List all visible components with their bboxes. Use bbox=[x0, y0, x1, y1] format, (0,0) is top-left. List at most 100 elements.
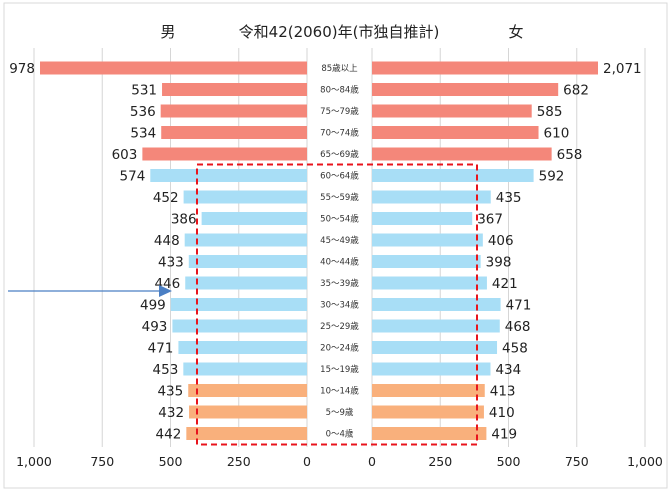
x-tick-label-right: 500 bbox=[497, 454, 521, 469]
age-group-label: 15～19歳 bbox=[320, 364, 359, 375]
female-value-label: 458 bbox=[502, 341, 528, 357]
age-group-label: 25～29歳 bbox=[320, 321, 359, 332]
female-value-label: 610 bbox=[544, 126, 570, 142]
male-bar bbox=[161, 126, 307, 139]
male-value-label: 435 bbox=[157, 384, 183, 400]
male-bar bbox=[201, 212, 307, 225]
female-value-label: 468 bbox=[505, 319, 531, 335]
male-value-label: 386 bbox=[171, 212, 197, 228]
age-group-label: 5～9歳 bbox=[326, 407, 354, 418]
arrow-head-icon bbox=[159, 285, 172, 297]
male-value-label: 603 bbox=[112, 147, 138, 163]
x-tick-label-left: 500 bbox=[159, 454, 183, 469]
age-group-label: 20～24歳 bbox=[320, 343, 359, 354]
x-tick-label-right: 0 bbox=[368, 454, 376, 469]
female-bar bbox=[372, 405, 484, 419]
male-value-label: 536 bbox=[130, 104, 156, 120]
male-value-label: 432 bbox=[158, 405, 184, 421]
male-bar bbox=[188, 384, 307, 397]
female-value-label: 421 bbox=[492, 276, 518, 292]
axis-ticks: 1,000 750 500 250 0 0 250 500 750 1,000 bbox=[16, 454, 663, 469]
male-bar bbox=[40, 61, 307, 75]
male-bar bbox=[162, 83, 307, 96]
female-bar bbox=[372, 169, 534, 182]
pointer-arrow bbox=[8, 285, 172, 297]
x-tick-label-right: 250 bbox=[428, 454, 452, 469]
male-bar bbox=[172, 319, 307, 333]
male-label: 男 bbox=[160, 23, 175, 41]
male-bar bbox=[185, 276, 307, 290]
female-value-label: 658 bbox=[557, 147, 583, 163]
male-bar bbox=[150, 169, 307, 182]
female-bar bbox=[372, 104, 532, 118]
age-group-label: 65～69歳 bbox=[320, 149, 359, 160]
female-value-label: 682 bbox=[563, 83, 589, 99]
age-group-label: 85歳以上 bbox=[321, 63, 358, 74]
male-value-label: 534 bbox=[130, 126, 156, 142]
age-group-label: 35～39歳 bbox=[320, 278, 359, 289]
female-value-label: 435 bbox=[496, 190, 522, 206]
x-tick-label-right: 1,000 bbox=[627, 454, 663, 469]
female-value-label: 398 bbox=[486, 255, 512, 271]
female-bar bbox=[372, 212, 473, 225]
female-value-label: 471 bbox=[506, 298, 532, 314]
female-bar bbox=[372, 147, 552, 161]
male-value-label: 493 bbox=[142, 319, 168, 335]
female-value-label: 419 bbox=[491, 427, 517, 443]
female-bar bbox=[372, 83, 559, 96]
age-group-label: 30～34歳 bbox=[320, 300, 359, 311]
chart-title: 令和42(2060)年(市独自推計) bbox=[239, 23, 440, 41]
female-value-label: 585 bbox=[537, 104, 563, 120]
age-group-label: 75～79歳 bbox=[320, 106, 359, 117]
female-bar bbox=[372, 126, 539, 139]
male-value-label: 433 bbox=[158, 255, 184, 271]
x-tick-label-left: 750 bbox=[90, 454, 114, 469]
female-bar bbox=[372, 276, 487, 290]
male-bar bbox=[183, 362, 307, 376]
female-value-label: 2,071 bbox=[603, 61, 642, 77]
value-labels: 978 2,071 531 682 536 585 534 610 603 658 574 592 45… bbox=[9, 61, 641, 443]
age-group-label: 10～14歳 bbox=[320, 386, 359, 397]
x-tick-label-left: 0 bbox=[303, 454, 311, 469]
female-bar bbox=[372, 384, 485, 397]
male-value-label: 448 bbox=[154, 233, 180, 249]
age-group-label: 40～44歳 bbox=[320, 257, 359, 268]
female-value-label: 434 bbox=[495, 362, 521, 378]
female-bar bbox=[372, 298, 501, 311]
age-group-label: 55～59歳 bbox=[320, 192, 359, 203]
male-bar bbox=[178, 341, 307, 354]
age-group-label: 80～84歳 bbox=[320, 85, 359, 96]
male-bar bbox=[184, 233, 307, 247]
female-bar bbox=[372, 255, 481, 268]
male-bar bbox=[188, 255, 307, 268]
male-bar bbox=[142, 147, 307, 161]
female-value-label: 413 bbox=[490, 384, 516, 400]
x-tick-label-left: 250 bbox=[227, 454, 251, 469]
male-value-label: 471 bbox=[148, 341, 174, 357]
female-value-label: 406 bbox=[488, 233, 514, 249]
age-group-label: 60～64歳 bbox=[320, 171, 359, 182]
age-group-label: 70～74歳 bbox=[320, 128, 359, 139]
female-value-label: 367 bbox=[477, 212, 503, 228]
age-group-label: 50～54歳 bbox=[320, 214, 359, 225]
bars bbox=[40, 61, 598, 440]
female-label: 女 bbox=[508, 23, 523, 41]
age-group-label: 0～4歳 bbox=[326, 429, 354, 440]
male-value-label: 442 bbox=[156, 427, 182, 443]
male-bar bbox=[170, 298, 307, 311]
male-value-label: 452 bbox=[153, 190, 179, 206]
female-bar bbox=[372, 427, 487, 440]
female-bar bbox=[372, 319, 500, 333]
male-value-label: 499 bbox=[140, 298, 166, 314]
highlight-box bbox=[196, 163, 478, 446]
female-value-label: 592 bbox=[539, 169, 565, 185]
male-value-label: 531 bbox=[131, 83, 157, 99]
female-bar bbox=[372, 341, 498, 354]
male-value-label: 574 bbox=[120, 169, 146, 185]
male-value-label: 453 bbox=[153, 362, 179, 378]
male-value-label: 978 bbox=[9, 61, 35, 77]
male-bar bbox=[160, 104, 307, 118]
x-tick-label-left: 1,000 bbox=[16, 454, 52, 469]
male-bar bbox=[186, 427, 307, 440]
